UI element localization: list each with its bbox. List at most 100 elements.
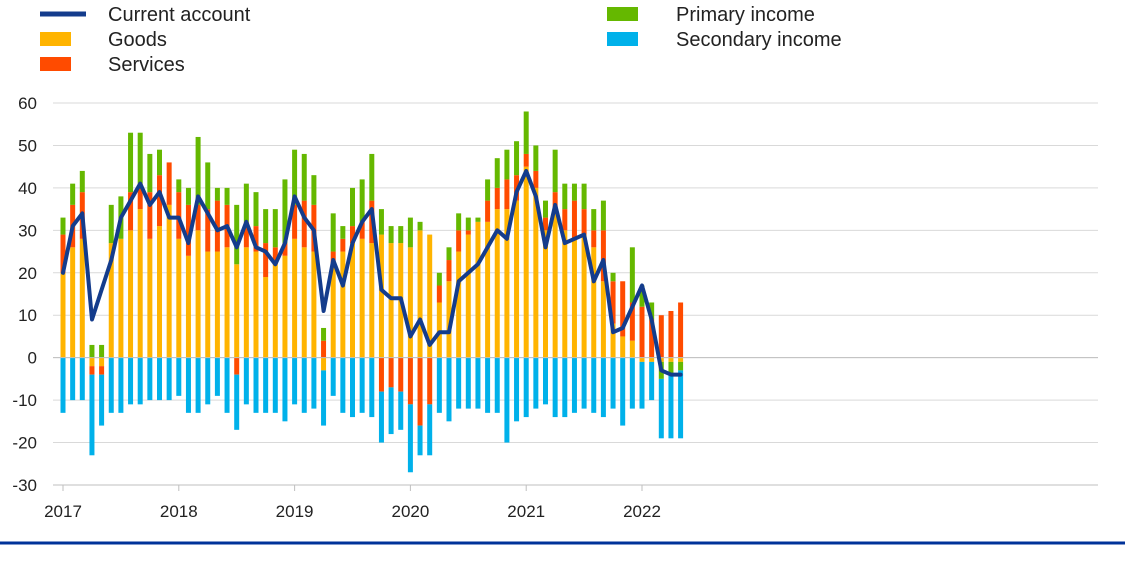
bar-secondary-income (205, 357, 211, 405)
bar-services (600, 230, 606, 282)
bar-primary-income (195, 136, 201, 205)
y-tick-label: 0 (28, 349, 37, 368)
legend-swatch-primary-income (607, 7, 638, 21)
bar-services (398, 357, 404, 392)
bar-goods (79, 238, 85, 358)
bar-services (234, 357, 240, 375)
bar-secondary-income (398, 391, 404, 430)
bar-secondary-income (427, 404, 433, 456)
bar-goods (610, 323, 616, 358)
bar-services (214, 200, 220, 252)
bar-goods (417, 230, 423, 358)
bar-goods (185, 255, 191, 358)
bar-primary-income (243, 183, 249, 222)
bar-secondary-income (195, 357, 201, 413)
y-tick-label: 30 (18, 221, 37, 240)
bar-goods (446, 281, 452, 358)
bar-goods (485, 221, 491, 358)
bar-primary-income (436, 272, 442, 286)
bar-primary-income (581, 183, 587, 210)
y-tick-label: -30 (12, 476, 37, 495)
bar-services (504, 179, 510, 210)
bar-services (552, 192, 558, 214)
bar-secondary-income (581, 357, 587, 409)
bar-primary-income (321, 327, 327, 341)
bar-secondary-income (176, 357, 182, 396)
bar-primary-income (205, 162, 211, 210)
legend-label-primary-income: Primary income (676, 4, 815, 26)
bar-primary-income (610, 272, 616, 282)
bar-secondary-income (523, 357, 529, 418)
bar-secondary-income (70, 357, 76, 401)
bar-goods (581, 234, 587, 358)
bar-services (253, 226, 259, 252)
bar-primary-income (359, 179, 365, 222)
y-tick-label: 50 (18, 136, 37, 155)
bar-secondary-income (330, 357, 336, 396)
bars (60, 111, 684, 473)
bar-services (533, 170, 539, 188)
bar-secondary-income (137, 357, 143, 405)
bar-secondary-income (562, 357, 568, 418)
bar-goods (359, 238, 365, 358)
bar-secondary-income (600, 357, 606, 418)
bar-secondary-income (147, 357, 153, 401)
bar-primary-income (562, 183, 568, 210)
bar-primary-income (668, 361, 674, 375)
bar-goods (157, 226, 162, 358)
bar-secondary-income (378, 391, 384, 443)
bar-goods (253, 251, 259, 358)
bar-primary-income (340, 226, 346, 239)
y-axis: 60 50 40 30 20 10 0 -10 -20 -30 (12, 94, 37, 495)
bar-secondary-income (253, 357, 259, 413)
bar-goods (388, 243, 394, 358)
bar-secondary-income (658, 378, 664, 439)
bar-primary-income (263, 209, 269, 244)
bar-goods (311, 251, 317, 358)
bar-services (359, 221, 365, 239)
bar-primary-income (456, 213, 462, 231)
bar-primary-income (79, 170, 85, 193)
bar-services (89, 366, 95, 375)
bar-services (562, 209, 568, 231)
bar-primary-income (523, 111, 529, 154)
bar-secondary-income (639, 361, 645, 409)
bar-primary-income (350, 187, 355, 227)
x-tick-label: 2017 (44, 502, 82, 521)
bar-primary-income (108, 204, 114, 244)
bar-goods (176, 238, 182, 358)
bar-services (128, 192, 134, 231)
bar-secondary-income (369, 357, 375, 418)
bar-goods (591, 247, 597, 358)
bar-services (272, 247, 278, 265)
bar-goods (562, 230, 568, 358)
bar-primary-income (157, 149, 162, 176)
bar-goods (70, 247, 76, 358)
bar-secondary-income (610, 357, 616, 409)
bar-primary-income (639, 285, 645, 307)
bar-secondary-income (243, 357, 249, 405)
bar-goods (668, 357, 674, 362)
bar-secondary-income (417, 425, 423, 456)
bar-goods (378, 234, 384, 358)
bar-services (407, 357, 413, 405)
bar-secondary-income (629, 357, 635, 409)
bar-primary-income (224, 187, 230, 205)
bar-secondary-income (475, 357, 481, 409)
bar-secondary-income (282, 357, 288, 422)
bar-services (195, 204, 201, 231)
bar-goods (465, 234, 471, 358)
bar-secondary-income (292, 357, 298, 405)
bar-secondary-income (224, 357, 230, 413)
bar-secondary-income (552, 357, 558, 418)
bar-secondary-income (446, 357, 452, 422)
bar-goods (427, 234, 433, 358)
bar-secondary-income (485, 357, 491, 413)
bar-secondary-income (118, 357, 124, 413)
bar-primary-income (330, 213, 336, 252)
bar-services (436, 285, 442, 303)
bar-goods (224, 247, 230, 358)
bar-goods (600, 281, 606, 358)
bar-goods (620, 336, 626, 358)
bar-primary-income (504, 149, 510, 180)
